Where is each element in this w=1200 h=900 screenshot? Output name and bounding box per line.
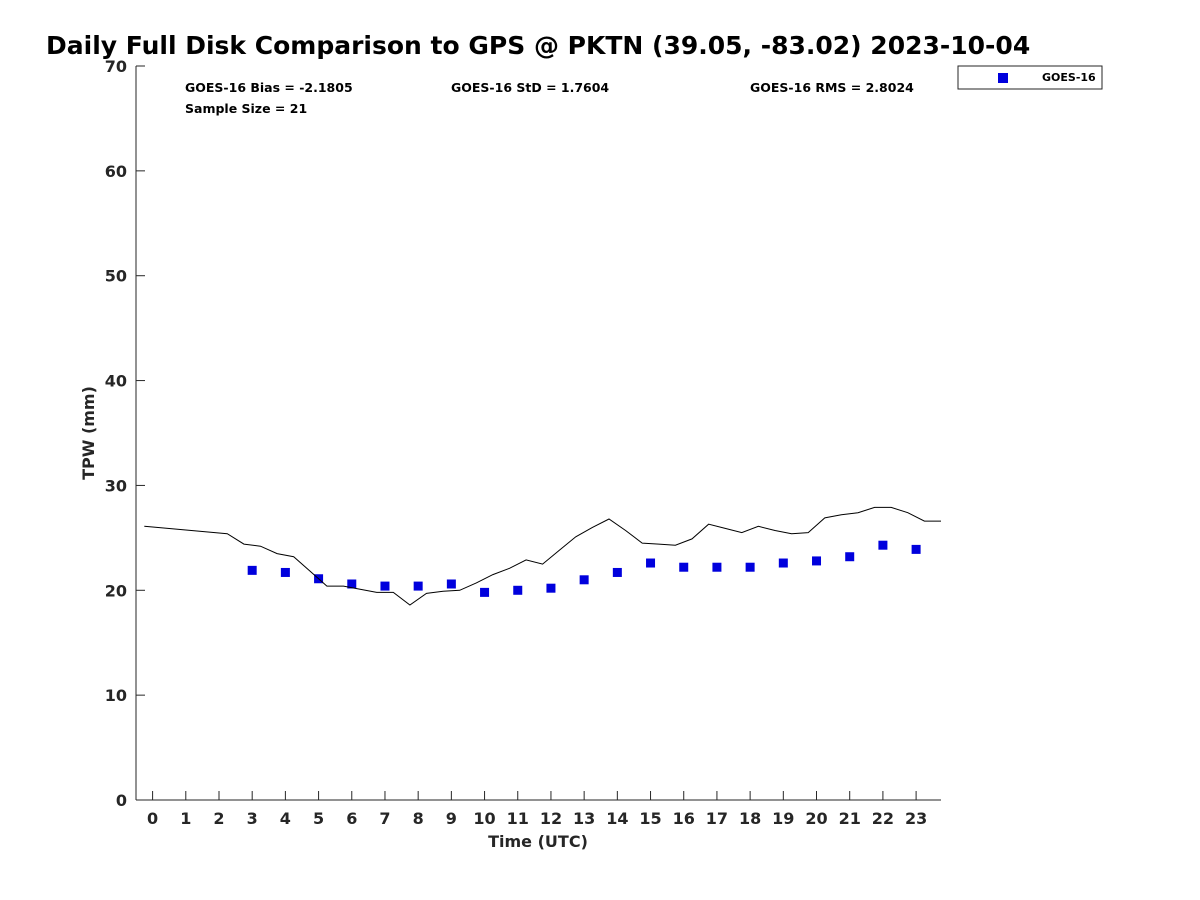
x-tick-label: 3: [247, 809, 258, 828]
y-tick-label: 20: [105, 581, 127, 600]
x-tick-label: 4: [280, 809, 291, 828]
goes16-point: [480, 587, 490, 597]
x-axis-label: Time (UTC): [488, 832, 588, 851]
goes16-point: [513, 585, 523, 595]
goes16-point: [413, 581, 423, 591]
goes16-point: [712, 562, 722, 572]
x-tick-label: 22: [872, 809, 894, 828]
goes16-point: [878, 540, 888, 550]
chart-title: Daily Full Disk Comparison to GPS @ PKTN…: [46, 31, 1030, 60]
goes16-point: [745, 562, 755, 572]
stat-bias: GOES-16 Bias = -2.1805: [185, 80, 353, 95]
y-tick-label: 10: [105, 686, 127, 705]
y-tick-label: 40: [105, 372, 127, 391]
stats-annotations: GOES-16 Bias = -2.1805 GOES-16 StD = 1.7…: [185, 80, 914, 116]
x-tick-label: 15: [639, 809, 661, 828]
y-tick-label: 0: [116, 791, 127, 810]
x-tick-label: 12: [540, 809, 562, 828]
goes16-point: [911, 544, 921, 554]
y-tick-label: 30: [105, 476, 127, 495]
goes16-point: [845, 552, 855, 562]
legend-label-goes16: GOES-16: [1042, 71, 1096, 84]
y-tick-label: 60: [105, 162, 127, 181]
stat-std: GOES-16 StD = 1.7604: [451, 80, 609, 95]
x-tick-label: 20: [805, 809, 827, 828]
x-tick-label: 1: [180, 809, 191, 828]
y-tick-label: 50: [105, 267, 127, 286]
y-axis-label: TPW (mm): [79, 386, 98, 480]
x-tick-label: 9: [446, 809, 457, 828]
legend-marker-goes16: [998, 73, 1008, 83]
goes16-point: [612, 567, 622, 577]
legend: GOES-16: [957, 65, 1103, 90]
series-layer: [144, 506, 941, 606]
goes16-point: [347, 579, 357, 589]
x-tick-label: 21: [839, 809, 861, 828]
goes16-point: [579, 575, 589, 585]
gps-line: [144, 506, 941, 606]
goes16-point: [812, 556, 822, 566]
x-tick-label: 2: [213, 809, 224, 828]
x-tick-label: 8: [413, 809, 424, 828]
x-tick-label: 19: [772, 809, 794, 828]
goes16-point: [546, 583, 556, 593]
y-ticks: 0 10 20 30 40 50 60 70: [105, 57, 145, 810]
y-tick-label: 70: [105, 57, 127, 76]
stat-rms: GOES-16 RMS = 2.8024: [750, 80, 914, 95]
goes16-point: [778, 558, 788, 568]
x-tick-label: 6: [346, 809, 357, 828]
legend-box: [957, 65, 1103, 90]
x-tick-label: 18: [739, 809, 761, 828]
x-tick-label: 23: [905, 809, 927, 828]
goes16-point: [646, 558, 656, 568]
goes16-point: [679, 562, 689, 572]
goes16-point: [446, 579, 456, 589]
goes16-point: [247, 565, 257, 575]
x-tick-label: 17: [706, 809, 728, 828]
x-tick-label: 5: [313, 809, 324, 828]
stat-sample-size: Sample Size = 21: [185, 101, 307, 116]
x-tick-label: 11: [507, 809, 529, 828]
goes16-point: [380, 581, 390, 591]
plot-area: [135, 66, 941, 801]
x-tick-label: 14: [606, 809, 628, 828]
x-tick-label: 13: [573, 809, 595, 828]
x-tick-label: 10: [473, 809, 495, 828]
goes16-point: [280, 567, 290, 577]
x-tick-label: 0: [147, 809, 158, 828]
x-ticks: 0 1 2 3 4 5 6 7 8 9 10 11 12 13 14 15 16 17 18 19 20 21 22 23: [147, 791, 927, 828]
x-tick-label: 7: [379, 809, 390, 828]
x-tick-label: 16: [673, 809, 695, 828]
